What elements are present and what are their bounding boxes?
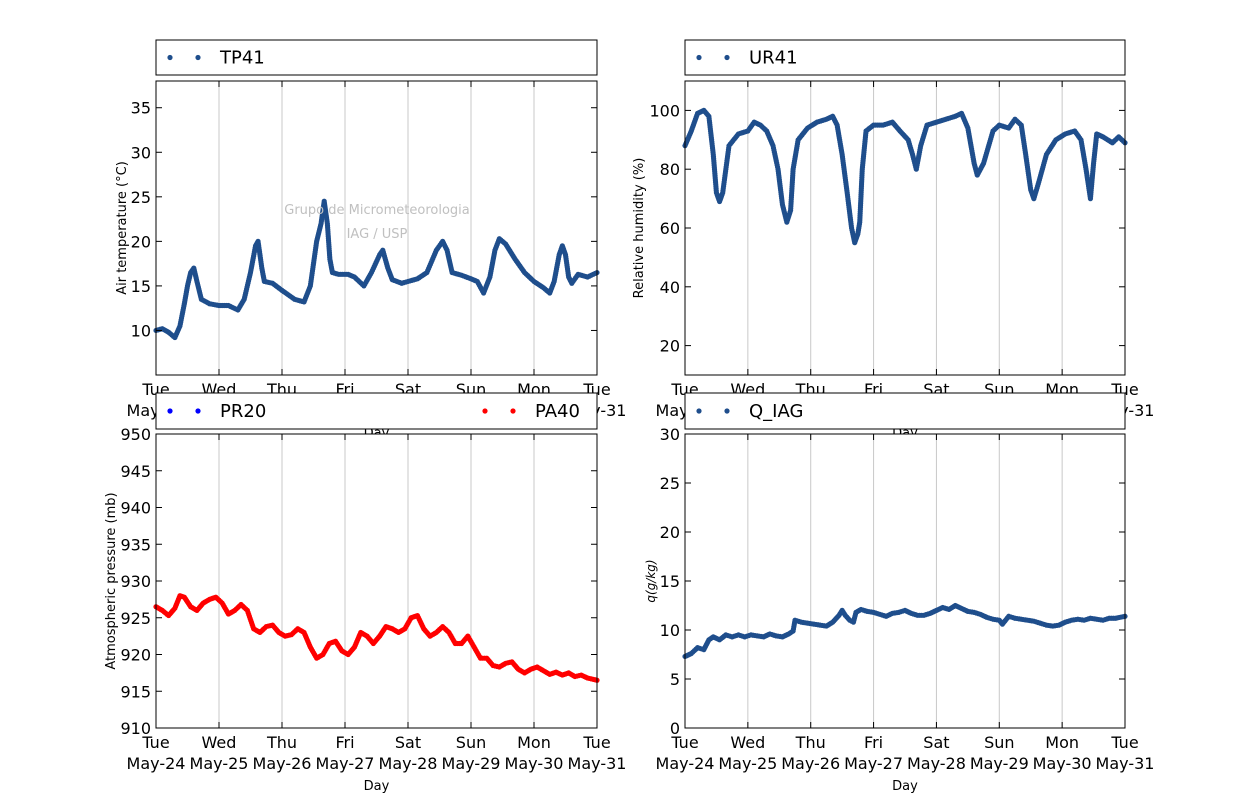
y-tick-label: 10 (660, 621, 680, 640)
panel-atmospheric-pressure: 910 915 920 925 930 935 940 945 950 Tue May-24 Wed M… (104, 392, 627, 794)
y-tick-label: 950 (120, 425, 151, 444)
legend-box (684, 392, 1126, 430)
legend-marker (195, 408, 201, 414)
x-tick-label: Sat (923, 733, 949, 752)
x-tick-date-label: May-29 (442, 754, 501, 773)
x-tick-date-label: May-31 (1096, 754, 1155, 773)
y-tick-label: 20 (131, 232, 151, 251)
y-tick-label: 15 (131, 277, 151, 296)
legend-label: PR20 (220, 401, 266, 422)
y-tick-label: 25 (131, 188, 151, 207)
y-tick-label: 60 (660, 219, 680, 238)
y-tick-label: 935 (120, 535, 151, 554)
x-tick-label: Fri (335, 733, 354, 752)
x-tick-label: Tue (670, 733, 698, 752)
x-tick-label: Tue (1110, 733, 1138, 752)
panel-relative-humidity: 20406080100TueMay-24WedMay-25ThuMay-26Fr… (632, 39, 1154, 441)
plot-area (156, 81, 597, 375)
y-tick-label: 925 (120, 609, 151, 628)
x-tick-label: Thu (795, 733, 826, 752)
x-tick-label: Fri (864, 733, 883, 752)
legend-label: TP41 (219, 48, 265, 69)
x-tick-label: Thu (266, 733, 297, 752)
x-tick-date-label: May-26 (781, 754, 840, 773)
x-tick-date-label: May-30 (1033, 754, 1092, 773)
x-tick-label: Mon (517, 733, 551, 752)
y-tick-label: 30 (131, 143, 151, 162)
x-tick-label: Tue (582, 733, 610, 752)
legend-marker (167, 408, 173, 414)
legend-marker (696, 54, 702, 61)
y-tick-label: 5 (670, 670, 680, 689)
legend-marker (167, 54, 173, 61)
watermark-line-1: Grupo de Micrometeorologia (284, 203, 470, 218)
y-tick-label: 80 (660, 160, 680, 179)
x-axis-label: Day (892, 779, 918, 794)
legend-marker (482, 408, 488, 414)
y-tick-label: 35 (131, 99, 151, 118)
y-tick-label: 40 (660, 278, 680, 297)
legend-label: UR41 (749, 48, 798, 69)
x-tick-date-label: May-25 (718, 754, 777, 773)
x-tick-date-label: May-26 (253, 754, 312, 773)
legend-marker (195, 54, 201, 61)
watermark-line-2: IAG / USP (347, 227, 408, 242)
x-tick-date-label: May-29 (970, 754, 1029, 773)
x-tick-date-label: May-24 (656, 754, 715, 773)
legend-marker (724, 54, 730, 61)
y-axis-label: Air temperature (°C) (115, 161, 130, 295)
y-tick-label: 920 (120, 646, 151, 665)
legend-marker (696, 408, 702, 414)
legend-marker (510, 408, 516, 414)
y-tick-label: 945 (120, 462, 151, 481)
y-tick-label: 915 (120, 682, 151, 701)
x-tick-date-label: May-24 (127, 754, 186, 773)
y-tick-label: 940 (120, 499, 151, 518)
x-tick-date-label: May-31 (568, 754, 627, 773)
y-axis-label: q(g/kg) (644, 559, 658, 602)
x-tick-label: Sun (456, 733, 486, 752)
legend-label: PA40 (535, 401, 580, 422)
x-tick-date-label: May-30 (505, 754, 564, 773)
x-tick-label: Wed (730, 733, 765, 752)
plot-area (685, 434, 1125, 728)
legend-box (155, 392, 598, 430)
y-axis-label: Atmospheric pressure (mb) (104, 492, 119, 669)
watermark: Grupo de Micrometeorologia IAG / USP (284, 203, 470, 242)
legend-box (155, 39, 598, 76)
x-axis-label: Day (364, 779, 390, 794)
y-tick-label: 910 (120, 719, 151, 738)
y-tick-label: 20 (660, 523, 680, 542)
x-tick-label: Tue (141, 733, 169, 752)
y-tick-label: 0 (670, 719, 680, 738)
panel-specific-humidity: 0 5 10 15 20 25 30 Tue May-24 Wed May-25 Thu May-26 F… (644, 392, 1155, 794)
legend-box (684, 39, 1126, 76)
x-tick-date-label: May-27 (316, 754, 375, 773)
plot-area (685, 81, 1125, 375)
legend-label: Q_IAG (749, 401, 803, 422)
y-tick-label: 930 (120, 572, 151, 591)
y-tick-label: 25 (660, 474, 680, 493)
y-tick-label: 20 (660, 337, 680, 356)
x-tick-label: Sat (395, 733, 421, 752)
legend-marker (724, 408, 730, 414)
plot-frame (155, 80, 598, 376)
y-tick-label: 30 (660, 425, 680, 444)
plot-area (156, 434, 597, 728)
x-tick-date-label: May-27 (844, 754, 903, 773)
y-tick-label: 100 (649, 101, 680, 120)
x-tick-date-label: May-28 (907, 754, 966, 773)
y-tick-label: 10 (131, 321, 151, 340)
x-tick-label: Wed (202, 733, 237, 752)
x-tick-date-label: May-25 (190, 754, 249, 773)
x-tick-label: Sun (984, 733, 1014, 752)
y-axis-label: Relative humidity (%) (632, 158, 647, 299)
y-tick-label: 15 (660, 572, 680, 591)
panel-air-temperature: 101520253035TueMay-24WedMay-25ThuMay-26F… (115, 39, 626, 441)
x-tick-date-label: May-28 (379, 754, 438, 773)
x-tick-label: Mon (1045, 733, 1079, 752)
